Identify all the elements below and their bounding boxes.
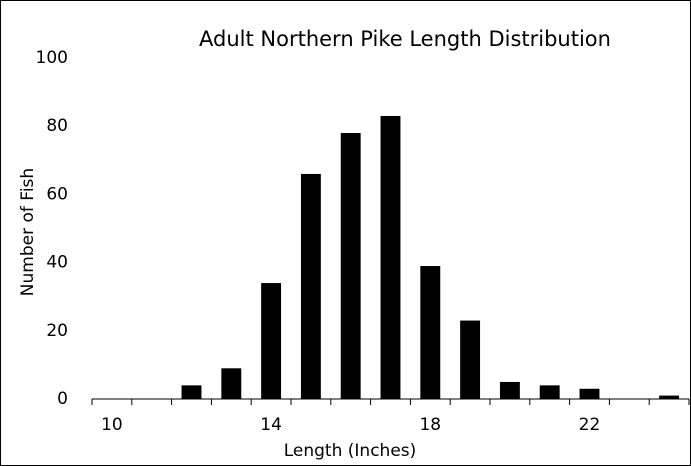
x-tick-label: 22 <box>579 415 601 435</box>
bar <box>539 385 560 399</box>
bar <box>340 133 361 399</box>
bar <box>221 368 242 399</box>
bar <box>420 266 441 399</box>
y-tick-label: 80 <box>46 116 68 136</box>
y-tick-label: 40 <box>46 253 68 273</box>
chart-title: Adult Northern Pike Length Distribution <box>199 27 611 51</box>
x-axis-label: Length (Inches) <box>284 441 417 461</box>
y-tick-label: 0 <box>57 389 68 409</box>
y-tick-label: 20 <box>46 321 68 341</box>
bar <box>380 115 401 399</box>
y-tick-label: 60 <box>46 184 68 204</box>
bar <box>460 320 481 399</box>
bar <box>659 395 680 399</box>
x-tick-label: 14 <box>260 415 282 435</box>
bar <box>181 385 202 399</box>
x-tick-label: 18 <box>419 415 441 435</box>
y-axis-label: Number of Fish <box>18 168 38 296</box>
bar <box>300 173 321 399</box>
bar <box>499 381 520 399</box>
bar <box>261 283 282 399</box>
y-tick-label: 100 <box>36 48 68 68</box>
x-tick-label: 10 <box>101 415 123 435</box>
bar <box>579 388 600 399</box>
